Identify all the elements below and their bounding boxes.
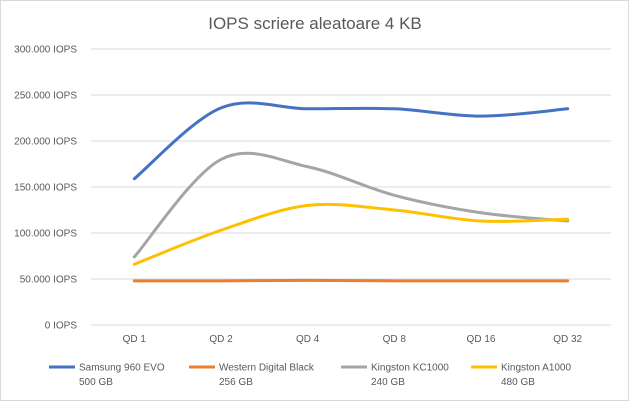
x-tick-label: QD 32: [553, 334, 582, 345]
legend-label-0: Samsung 960 EVO: [79, 363, 165, 374]
x-tick-label: QD 8: [383, 334, 407, 345]
legend-sublabel-3: 480 GB: [501, 377, 535, 388]
y-tick-label: 150.000 IOPS: [14, 183, 77, 194]
y-tick-label: 50.000 IOPS: [20, 275, 78, 286]
y-tick-label: 0 IOPS: [45, 321, 78, 332]
series-lines: [134, 103, 567, 281]
x-axis-tick-labels: QD 1 QD 2 QD 4 QD 8 QD 16 QD 32: [123, 334, 583, 345]
series-line-3: [134, 204, 567, 264]
legend-label-3: Kingston A1000: [501, 363, 571, 374]
x-tick-label: QD 4: [296, 334, 320, 345]
legend-label-1: Western Digital Black: [219, 363, 315, 374]
legend-sublabel-2: 240 GB: [371, 377, 405, 388]
legend-sublabel-0: 500 GB: [79, 377, 113, 388]
legend-sublabel-1: 256 GB: [219, 377, 253, 388]
y-tick-label: 250.000 IOPS: [14, 91, 77, 102]
y-tick-label: 300.000 IOPS: [14, 45, 77, 56]
legend: Samsung 960 EVO 500 GB Western Digital Bla…: [49, 363, 571, 389]
legend-label-2: Kingston KC1000: [371, 363, 449, 374]
y-axis-tick-labels: 0 IOPS 50.000 IOPS 100.000 IOPS 150.000 IOP…: [14, 45, 77, 332]
chart-title: IOPS scriere aleatoare 4 KB: [208, 14, 422, 33]
y-tick-label: 200.000 IOPS: [14, 137, 77, 148]
grid-lines: [91, 49, 611, 325]
x-tick-label: QD 2: [209, 334, 233, 345]
x-tick-label: QD 1: [123, 334, 147, 345]
x-tick-label: QD 16: [467, 334, 496, 345]
y-tick-label: 100.000 IOPS: [14, 229, 77, 240]
